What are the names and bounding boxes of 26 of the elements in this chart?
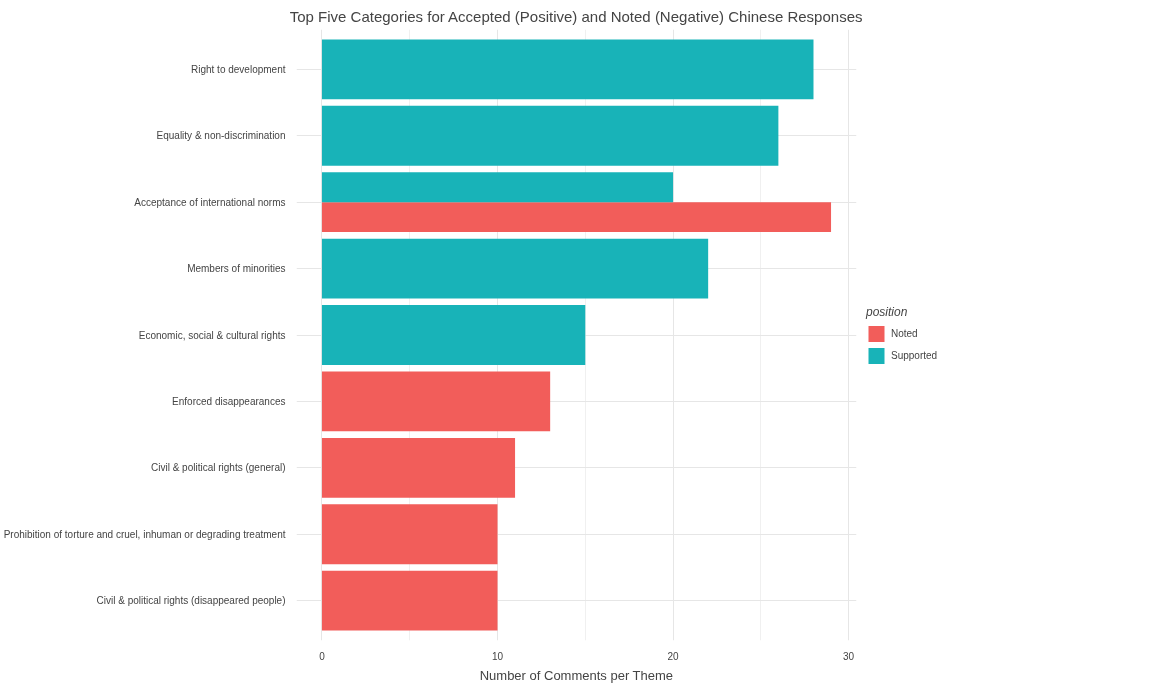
x-tick-label: 30 (843, 650, 855, 662)
legend-label: Supported (891, 349, 938, 361)
chart-title: Top Five Categories for Accepted (Positive) and Noted (Negative) Chinese Responses (289, 7, 863, 25)
y-tick-label: Prohibition of torture and cruel, inhuman or degrading treatment (3, 528, 286, 540)
y-tick-label: Right to development (191, 63, 286, 75)
bar (321, 238, 709, 299)
y-tick-label: Civil & political rights (disappeared people) (96, 595, 286, 607)
bar (321, 39, 814, 100)
bar (321, 570, 498, 631)
y-tick-label: Civil & political rights (general) (151, 462, 286, 474)
legend-title: position (866, 304, 909, 318)
y-tick-label: Enforced disappearances (172, 395, 286, 407)
y-tick-label: Members of minorities (187, 263, 286, 275)
x-tick-label: 0 (319, 650, 326, 662)
y-tick-label: Equality & non-discrimination (156, 130, 286, 142)
x-tick-label: 20 (667, 650, 680, 662)
y-tick-label: Acceptance of international norms (134, 196, 286, 208)
x-axis-title: Number of Comments per Theme (479, 667, 674, 683)
bar (321, 105, 779, 166)
bar (321, 305, 586, 365)
bar (321, 437, 516, 498)
legend-label: Noted (891, 327, 918, 339)
y-tick-label: Economic, social & cultural rights (138, 329, 286, 341)
bar (321, 504, 498, 565)
x-tick-label: 10 (491, 650, 504, 662)
bar (321, 371, 551, 432)
